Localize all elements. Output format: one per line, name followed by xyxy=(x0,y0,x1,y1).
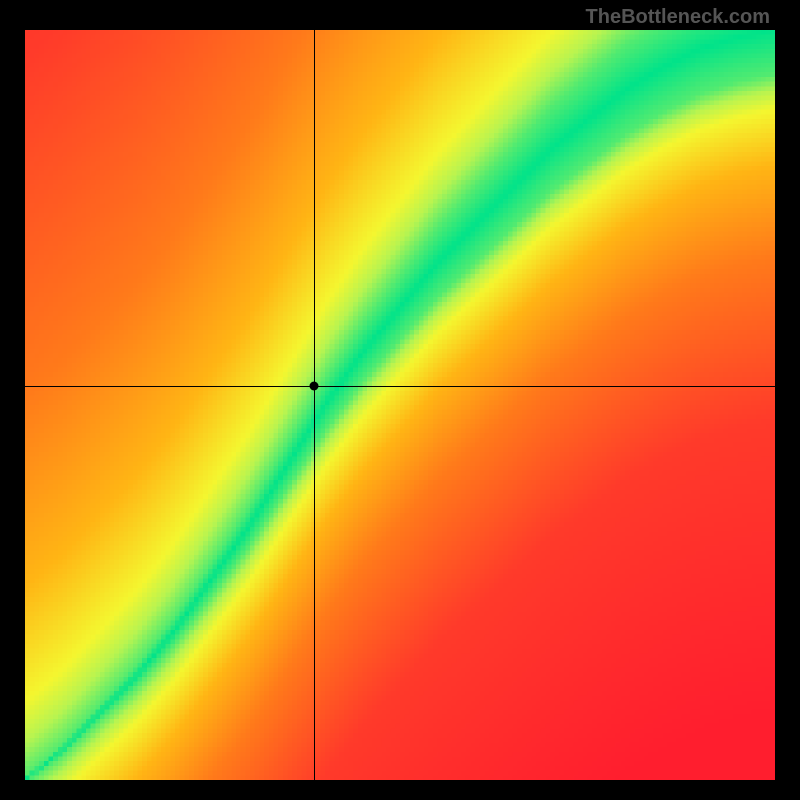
crosshair-horizontal xyxy=(25,386,775,387)
watermark-text: TheBottleneck.com xyxy=(586,6,770,29)
heatmap-canvas xyxy=(25,30,775,780)
heatmap-plot xyxy=(25,30,775,780)
crosshair-vertical xyxy=(314,30,315,780)
selection-marker xyxy=(309,382,318,391)
